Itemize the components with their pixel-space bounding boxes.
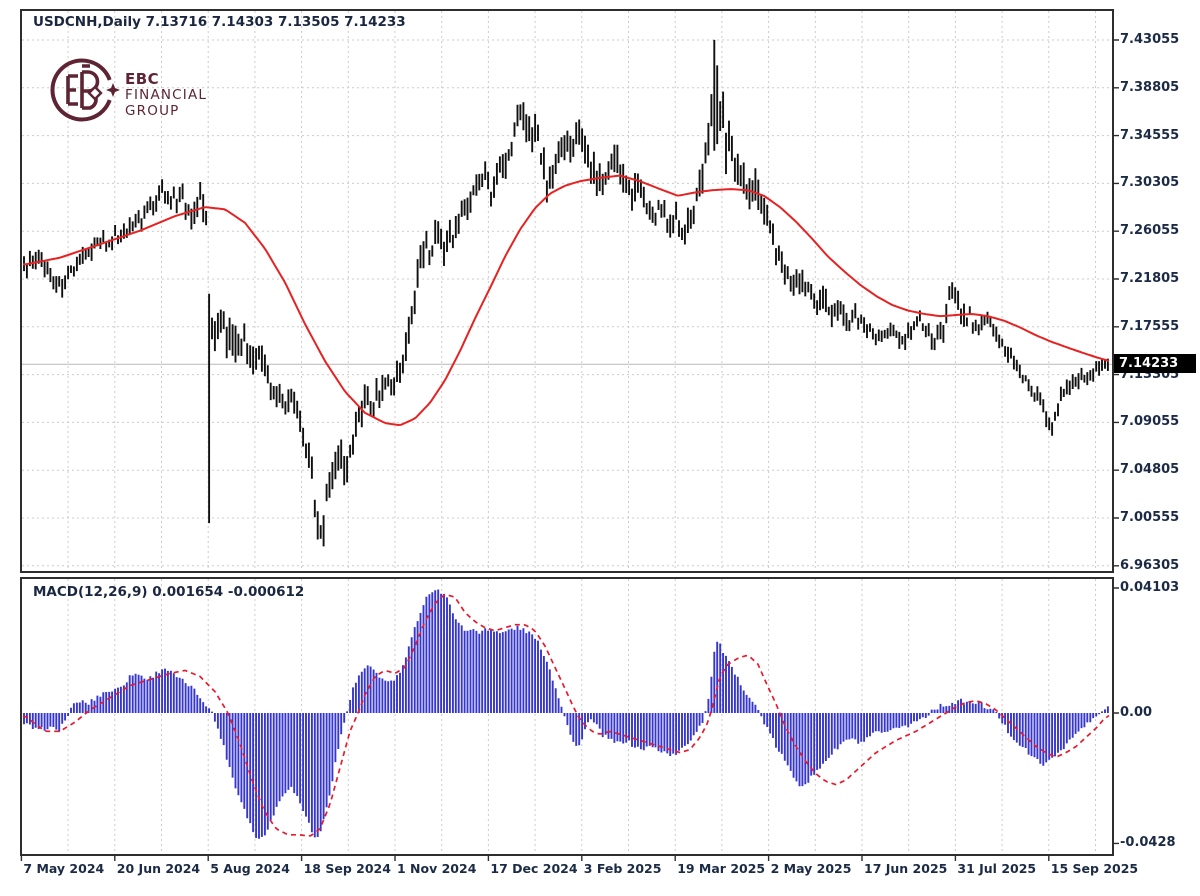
logo-brand-text: EBC xyxy=(125,70,160,88)
price-axis-tick-label: 7.17555 xyxy=(1120,318,1180,334)
time-axis-date-label: 7 May 2024 xyxy=(23,861,105,876)
price-axis-tick-label: 7.09055 xyxy=(1120,414,1180,430)
macd-axis-tick-label: -0.0428 xyxy=(1120,835,1176,851)
logo-group-text: GROUP xyxy=(125,103,180,119)
price-axis-tick-label: 7.30305 xyxy=(1120,175,1180,191)
time-axis-date-label: 2 May 2025 xyxy=(770,861,852,876)
time-axis-date-label: 17 Dec 2024 xyxy=(490,861,578,876)
logo-financial-text: FINANCIAL xyxy=(125,87,208,103)
macd-axis-tick-label: 0.00 xyxy=(1120,705,1153,720)
price-axis-tick-label: 7.21805 xyxy=(1120,270,1180,286)
price-axis-tick-label: 7.04805 xyxy=(1120,462,1180,478)
price-axis-tick-label: 7.34555 xyxy=(1120,127,1180,143)
price-axis-tick-label: 6.96305 xyxy=(1120,557,1180,573)
time-axis-date-label: 5 Aug 2024 xyxy=(210,861,290,876)
macd-axis-tick-label: 0.04103 xyxy=(1120,580,1180,596)
price-axis-tick-label: 7.26055 xyxy=(1120,223,1180,239)
time-axis-date-label: 1 Nov 2024 xyxy=(397,861,477,876)
price-axis-tick-label: 7.43055 xyxy=(1120,32,1180,47)
time-axis-date-label: 19 Mar 2025 xyxy=(677,861,766,876)
time-axis-date-label: 3 Feb 2025 xyxy=(583,861,662,876)
symbol-quote-line: USDCNH,Daily 7.13716 7.14303 7.13505 7.1… xyxy=(33,14,406,30)
time-axis-date-label: 15 Sep 2025 xyxy=(1050,861,1139,876)
time-axis-date-label: 18 Sep 2024 xyxy=(303,861,391,876)
time-axis-date-label: 20 Jun 2024 xyxy=(116,861,201,876)
time-axis-date-label: 31 Jul 2025 xyxy=(957,861,1037,876)
price-axis-tick-label: 7.00555 xyxy=(1120,509,1180,525)
current-price-badge: 7.14233 xyxy=(1114,354,1196,373)
ebc-logo-icon xyxy=(50,58,120,122)
time-axis-date-label: 17 Jun 2025 xyxy=(864,861,948,876)
macd-indicator-label: MACD(12,26,9) 0.001654 -0.000612 xyxy=(33,584,305,600)
price-axis-tick-label: 7.38805 xyxy=(1120,79,1180,95)
